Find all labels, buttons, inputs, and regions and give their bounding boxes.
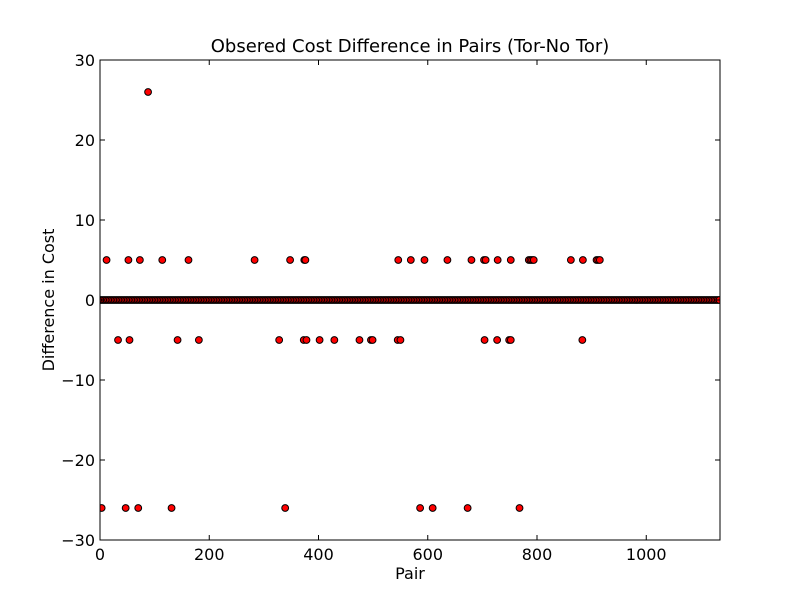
data-point: [355, 336, 364, 344]
data-point: [529, 256, 538, 264]
data-point: [428, 504, 437, 512]
data-point: [114, 336, 122, 344]
data-point: [286, 256, 295, 264]
x-tick-label: 400: [303, 545, 334, 564]
data-point: [420, 256, 429, 264]
data-point: [406, 256, 415, 264]
x-tick-label: 0: [95, 545, 105, 564]
y-tick-label: 20: [75, 131, 95, 150]
y-tick-label: −10: [61, 371, 95, 390]
data-point: [281, 504, 290, 512]
data-point: [368, 336, 377, 344]
x-tick-label: 800: [522, 545, 553, 564]
y-tick-label: −30: [61, 531, 95, 550]
data-point: [480, 336, 489, 344]
chart-title: Obsered Cost Difference in Pairs (Tor-No…: [211, 36, 610, 57]
x-tick-label: 200: [194, 545, 225, 564]
y-tick-label: 0: [85, 291, 95, 310]
data-point: [121, 504, 130, 512]
data-point: [102, 256, 111, 264]
data-point: [416, 504, 425, 512]
data-point: [250, 256, 259, 264]
data-point: [184, 256, 193, 264]
data-point: [315, 336, 324, 344]
data-point: [135, 256, 144, 264]
tick-marks: [99, 59, 720, 541]
data-point: [301, 256, 310, 264]
x-tick-label: 1000: [626, 545, 667, 564]
data-point: [467, 256, 476, 264]
data-point: [506, 256, 515, 264]
data-point: [506, 336, 515, 344]
data-point: [515, 504, 524, 512]
data-point: [275, 336, 284, 344]
data-point: [173, 336, 182, 344]
data-point: [566, 256, 575, 264]
data-point: [124, 256, 133, 264]
x-tick-label: 600: [412, 545, 443, 564]
y-axis-label: Difference in Cost: [39, 229, 58, 372]
data-point: [493, 256, 502, 264]
data-point: [167, 504, 176, 512]
data-point: [394, 256, 403, 264]
data-point: [100, 504, 106, 512]
y-tick-label: −20: [61, 451, 95, 470]
data-point: [158, 256, 167, 264]
y-tick-label: 10: [75, 211, 95, 230]
data-points: [100, 88, 720, 512]
y-tick-label: 30: [75, 51, 95, 70]
data-point: [595, 256, 604, 264]
data-point: [481, 256, 490, 264]
data-point: [134, 504, 143, 512]
data-point: [578, 256, 587, 264]
data-point: [302, 336, 311, 344]
data-point: [443, 256, 452, 264]
x-axis-label: Pair: [395, 564, 425, 583]
data-point: [463, 504, 472, 512]
data-point: [125, 336, 134, 344]
data-point: [578, 336, 587, 344]
data-point: [194, 336, 203, 344]
data-point: [144, 88, 152, 96]
tick-labels: 0 200 400 600 800 1000 −30 −20 −10 0 10 20 30: [61, 51, 666, 564]
data-point: [330, 336, 339, 344]
plot-area: [100, 88, 720, 512]
data-point: [493, 336, 502, 344]
data-point: [396, 336, 405, 344]
